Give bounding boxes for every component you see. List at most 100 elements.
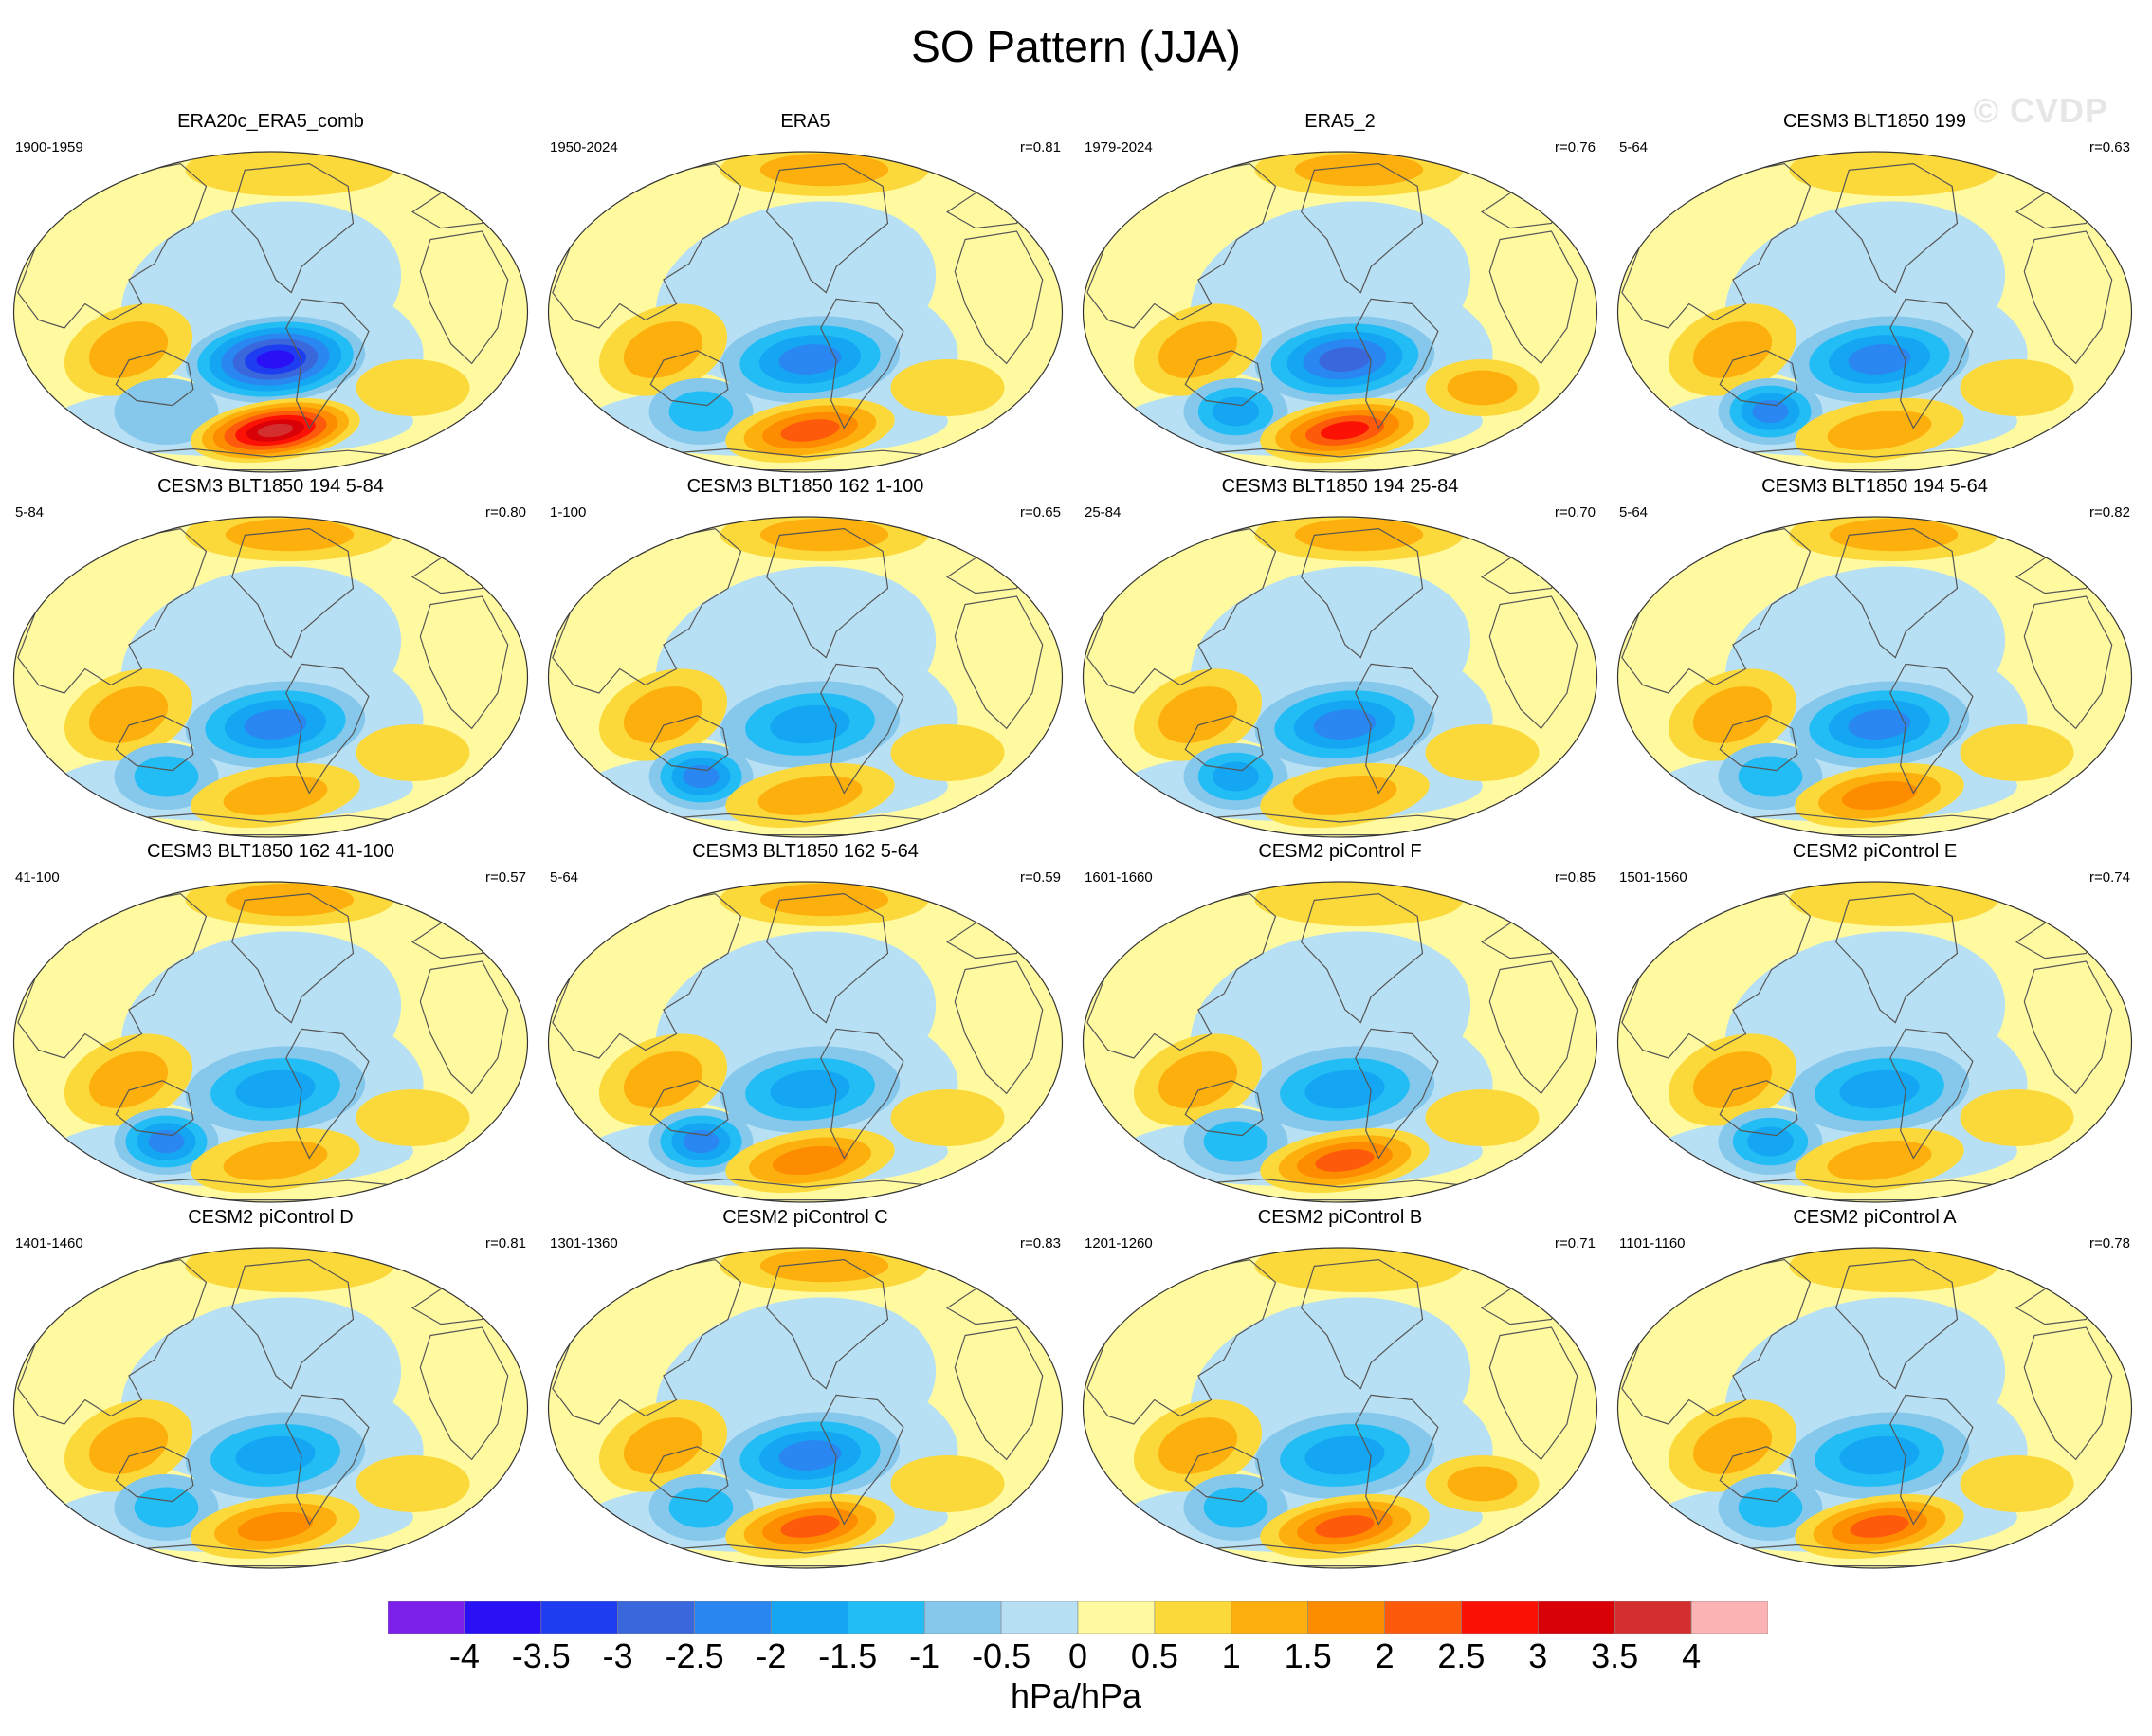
robinson-map	[547, 1247, 1064, 1569]
robinson-map	[1082, 881, 1598, 1203]
coastline-outline	[1355, 298, 1439, 429]
arctic-positive-level-2	[759, 153, 889, 187]
panel-title: CESM3 BLT1850 162 5-64	[692, 841, 919, 862]
field-layer	[1617, 1248, 2132, 1568]
panel-years: 5-64	[1619, 139, 1649, 155]
map-panel: CESM3 BLT1850 162 1-100 1-100 r=0.65	[547, 476, 1064, 838]
panel-title: CESM2 piControl D	[188, 1207, 354, 1228]
sw-pacific-low-level-2	[134, 1487, 199, 1528]
indian-positive-level-2	[623, 321, 703, 378]
panel-years: 1-100	[550, 504, 587, 521]
south-pacific-low-level-3	[770, 1069, 850, 1109]
coastline-outline	[1488, 230, 1578, 365]
south-pacific-low-level-4	[778, 344, 842, 375]
atlantic-positive-level-1	[1960, 724, 2074, 781]
colorbar-swatch	[540, 1601, 618, 1634]
coastline-outline	[766, 892, 889, 1024]
figure-title: SO Pattern (JJA)	[911, 22, 1241, 71]
panel-correlation: r=0.82	[2089, 504, 2130, 521]
south-pacific-low-level-3	[235, 1069, 316, 1109]
panel-correlation: r=0.80	[485, 504, 526, 521]
coastline-outline	[820, 298, 904, 429]
map-frame	[1616, 151, 2133, 473]
coastline-outline	[419, 595, 509, 730]
panel-title: CESM2 piControl A	[1793, 1207, 1957, 1228]
coastline-outline	[285, 1394, 370, 1526]
sw-pacific-low-level-4	[683, 1129, 720, 1154]
sw-pacific-low-level-2	[668, 391, 734, 432]
colorbar-tick-label: -0.5	[972, 1636, 1031, 1675]
antarctic-high-level-2	[1292, 776, 1397, 815]
panel-years: 25-84	[1085, 504, 1122, 521]
colorbar-tick-label: -3	[602, 1636, 633, 1675]
colorbar-tick-label: 2	[1375, 1636, 1395, 1675]
map-frame	[547, 1247, 1064, 1569]
arctic-positive-level-2	[1829, 518, 1959, 552]
coastline-outline	[954, 595, 1044, 730]
south-pacific-low-level-4	[1848, 709, 1911, 740]
map-frame	[1082, 151, 1598, 473]
colorbar-swatch	[1461, 1601, 1539, 1634]
indian-positive-level-2	[88, 1051, 169, 1108]
colorbar-tick-label: 4	[1682, 1636, 1702, 1675]
south-pacific-low-level-5	[1319, 346, 1371, 373]
panel-correlation: r=0.74	[2089, 869, 2130, 886]
robinson-map	[1616, 881, 2133, 1203]
panel-correlation: r=0.81	[1020, 139, 1061, 155]
panel-years: 1201-1260	[1085, 1235, 1153, 1252]
atlantic-positive-level-2	[1447, 1466, 1518, 1502]
colorbar-swatch	[923, 1601, 1002, 1634]
robinson-map	[1616, 1247, 2133, 1569]
robinson-map	[1616, 151, 2133, 473]
coastline-outline	[2023, 230, 2113, 365]
antarctic-high-level-4	[780, 1515, 840, 1538]
indian-positive-level-2	[1692, 686, 1773, 743]
panel-years: 41-100	[15, 869, 60, 886]
coastline-outline	[820, 1394, 904, 1526]
field-layer	[13, 1248, 528, 1568]
map-panel: ERA5 1950-2024 r=0.81	[547, 111, 1064, 473]
atlantic-positive-level-1	[890, 1455, 1005, 1512]
coastline-outline	[231, 527, 355, 659]
coastline-outline	[285, 1028, 370, 1160]
map-frame	[1082, 1247, 1598, 1569]
atlantic-positive-level-1	[890, 724, 1005, 781]
sw-pacific-low-level-4	[1752, 399, 1789, 424]
coastline-outline	[285, 298, 370, 429]
map-frame	[1616, 881, 2133, 1203]
indian-positive-level-2	[1158, 1417, 1238, 1474]
map-frame	[547, 516, 1064, 838]
map-panel: CESM3 BLT1850 194 5-64 5-64 r=0.82	[1616, 476, 2133, 838]
south-pacific-low-level-4	[1313, 709, 1377, 740]
sw-pacific-low-level-2	[668, 1487, 734, 1528]
robinson-map	[12, 151, 529, 473]
coastline-outline	[2023, 960, 2113, 1095]
field-layer	[1083, 1248, 1597, 1568]
panel-years: 1501-1560	[1619, 869, 1687, 886]
antarctic-high-level-2	[223, 1141, 328, 1180]
colorbar-swatch	[1000, 1601, 1079, 1634]
antarctic-high-level-3	[772, 1145, 848, 1176]
coastline-outline	[1719, 1080, 1798, 1137]
coastline-outline	[1889, 1394, 1974, 1526]
colorbar-units: hPa/hPa	[1010, 1676, 1142, 1715]
sw-pacific-low-level-2	[1738, 1487, 1803, 1528]
sw-pacific-low-level-1	[114, 378, 219, 445]
field-layer	[13, 517, 528, 837]
coastline-outline	[1301, 162, 1424, 294]
arctic-positive-level-2	[1294, 153, 1424, 187]
robinson-map	[12, 1247, 529, 1569]
field-layer	[1617, 517, 2132, 837]
field-layer	[1083, 152, 1597, 472]
map-frame	[547, 151, 1064, 473]
coastline-outline	[419, 960, 509, 1095]
panel-title: CESM2 piControl B	[1257, 1207, 1423, 1228]
coastline-outline	[1184, 1080, 1264, 1137]
coastline-outline	[115, 1080, 194, 1137]
coastline-outline	[1355, 663, 1439, 795]
field-layer	[548, 1248, 1063, 1568]
field-layer	[1083, 882, 1597, 1202]
colorbar-swatch	[1690, 1601, 1768, 1634]
coastline-outline	[1488, 595, 1578, 730]
sw-pacific-low-level-3	[1213, 396, 1259, 427]
